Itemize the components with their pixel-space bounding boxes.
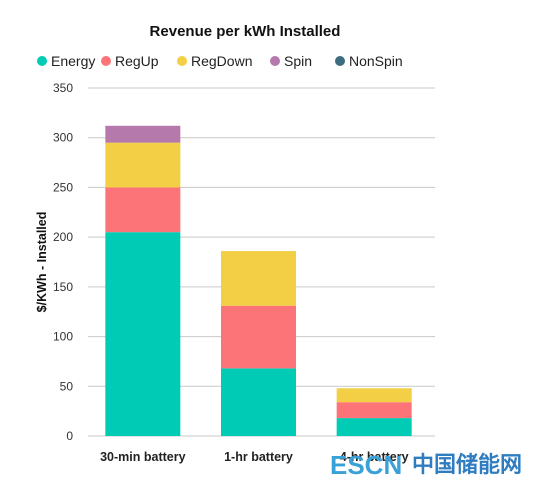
legend-item-regdown: RegDown bbox=[177, 53, 252, 69]
x-axis-ticks: 30-min battery 1-hr battery 4-hr battery bbox=[100, 450, 408, 464]
legend-item-spin: Spin bbox=[270, 53, 312, 69]
bar-energy-1 bbox=[105, 232, 181, 436]
watermark-site-name: 中国储能网 bbox=[412, 452, 522, 478]
legend-swatch bbox=[270, 56, 280, 66]
bar-regup-3 bbox=[336, 402, 412, 419]
chart-title: Revenue per kWh Installed bbox=[150, 23, 341, 40]
bar-regdown-1 bbox=[105, 142, 181, 188]
legend-label: RegUp bbox=[115, 53, 159, 69]
bar-energy-2 bbox=[221, 368, 296, 436]
bar-regdown-3 bbox=[336, 388, 412, 403]
bar-energy-3 bbox=[336, 418, 412, 436]
y-tick-label: 50 bbox=[60, 379, 74, 393]
y-tick-label: 350 bbox=[53, 81, 73, 95]
y-tick-label: 0 bbox=[66, 429, 73, 443]
y-axis-label: $/KWh - Installed bbox=[35, 212, 49, 313]
y-tick-label: 100 bbox=[53, 330, 73, 344]
legend-item-regup: RegUp bbox=[101, 53, 159, 69]
watermark-logo: ESCN bbox=[330, 450, 402, 480]
legend-item-energy: Energy bbox=[37, 53, 95, 69]
y-tick-label: 200 bbox=[53, 230, 73, 244]
bar-regup-1 bbox=[105, 187, 181, 233]
legend-label: Energy bbox=[51, 53, 95, 69]
legend: Energy RegUp RegDown Spin NonSpin bbox=[37, 53, 403, 69]
bar-regup-2 bbox=[221, 305, 296, 369]
legend-swatch bbox=[335, 56, 345, 66]
legend-swatch bbox=[177, 56, 187, 66]
y-tick-label: 250 bbox=[53, 180, 73, 194]
bar-regdown-2 bbox=[221, 251, 296, 306]
bars bbox=[105, 125, 412, 436]
y-tick-label: 300 bbox=[53, 131, 73, 145]
x-tick-label: 4-hr battery bbox=[340, 450, 409, 464]
bar-spin-1 bbox=[105, 125, 181, 143]
legend-item-nonspin: NonSpin bbox=[335, 53, 403, 69]
x-tick-label: 1-hr battery bbox=[224, 450, 293, 464]
y-tick-label: 150 bbox=[53, 280, 73, 294]
legend-label: Spin bbox=[284, 53, 312, 69]
legend-swatch bbox=[37, 56, 47, 66]
x-tick-label: 30-min battery bbox=[100, 450, 185, 464]
legend-label: RegDown bbox=[191, 53, 252, 69]
legend-label: NonSpin bbox=[349, 53, 403, 69]
watermark: ESCN 中国储能网 bbox=[330, 450, 522, 480]
y-axis-ticks: 0 50 100 150 200 250 300 350 bbox=[53, 81, 73, 443]
legend-swatch bbox=[101, 56, 111, 66]
